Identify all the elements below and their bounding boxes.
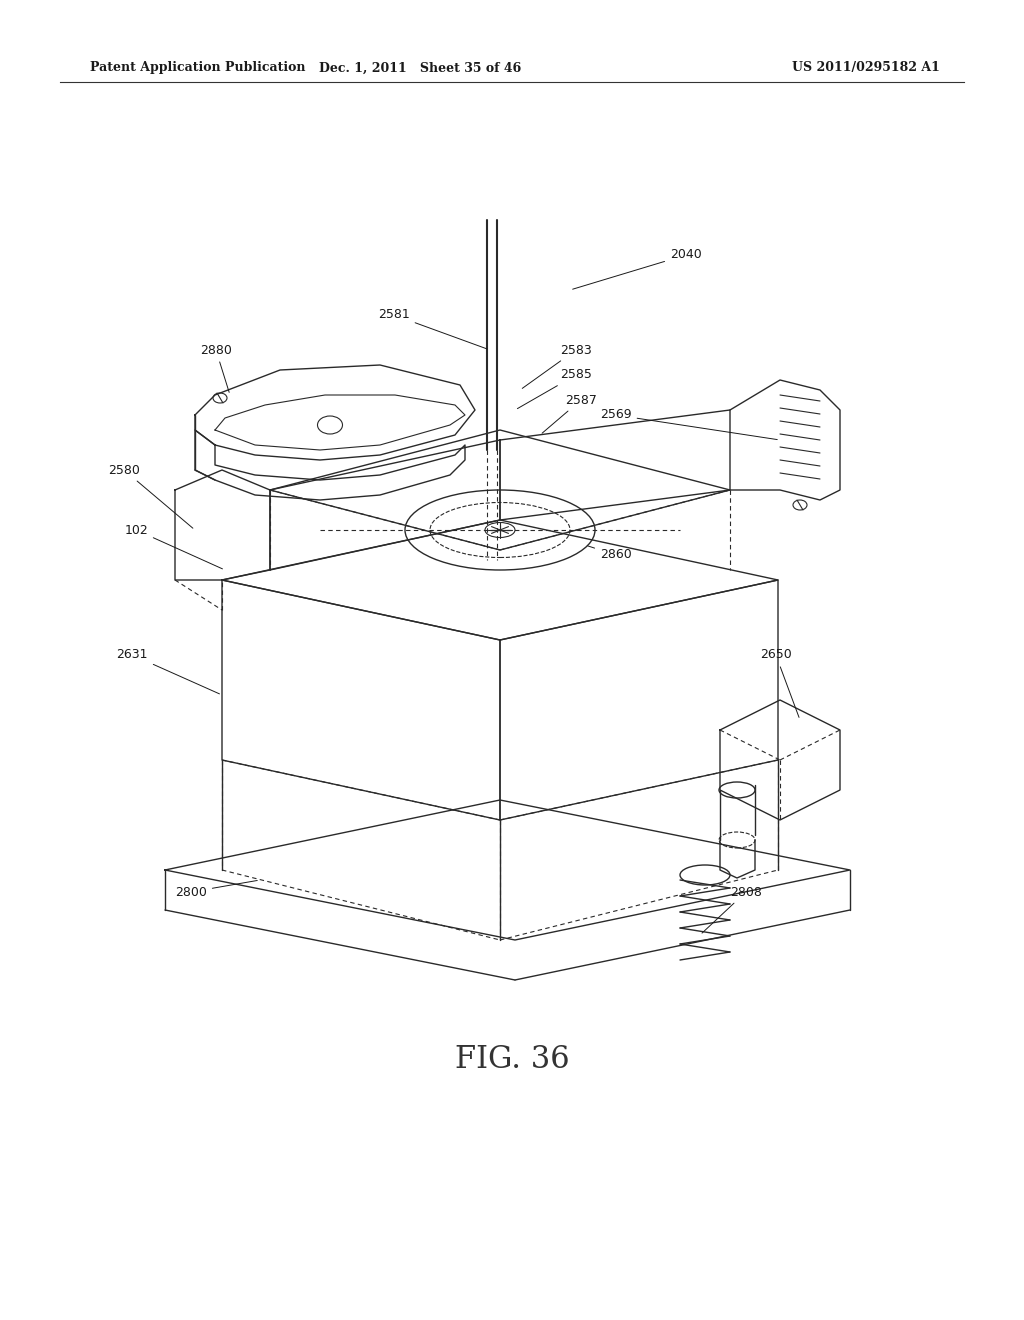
Text: FIG. 36: FIG. 36 [455,1044,569,1076]
Text: 2650: 2650 [760,648,799,717]
Text: Patent Application Publication: Patent Application Publication [90,62,305,74]
Text: 2585: 2585 [517,368,592,409]
Text: 102: 102 [124,524,222,569]
Text: 2800: 2800 [175,880,257,899]
Text: 2581: 2581 [378,309,487,348]
Text: 2631: 2631 [117,648,219,694]
Text: Dec. 1, 2011   Sheet 35 of 46: Dec. 1, 2011 Sheet 35 of 46 [318,62,521,74]
Text: 2808: 2808 [702,886,762,933]
Text: 2587: 2587 [542,393,597,433]
Text: 2860: 2860 [588,546,632,561]
Text: 2583: 2583 [522,343,592,388]
Text: 2569: 2569 [600,408,777,440]
Text: 2880: 2880 [200,343,231,392]
Text: US 2011/0295182 A1: US 2011/0295182 A1 [793,62,940,74]
Text: 2040: 2040 [572,248,701,289]
Text: 2580: 2580 [109,463,193,528]
